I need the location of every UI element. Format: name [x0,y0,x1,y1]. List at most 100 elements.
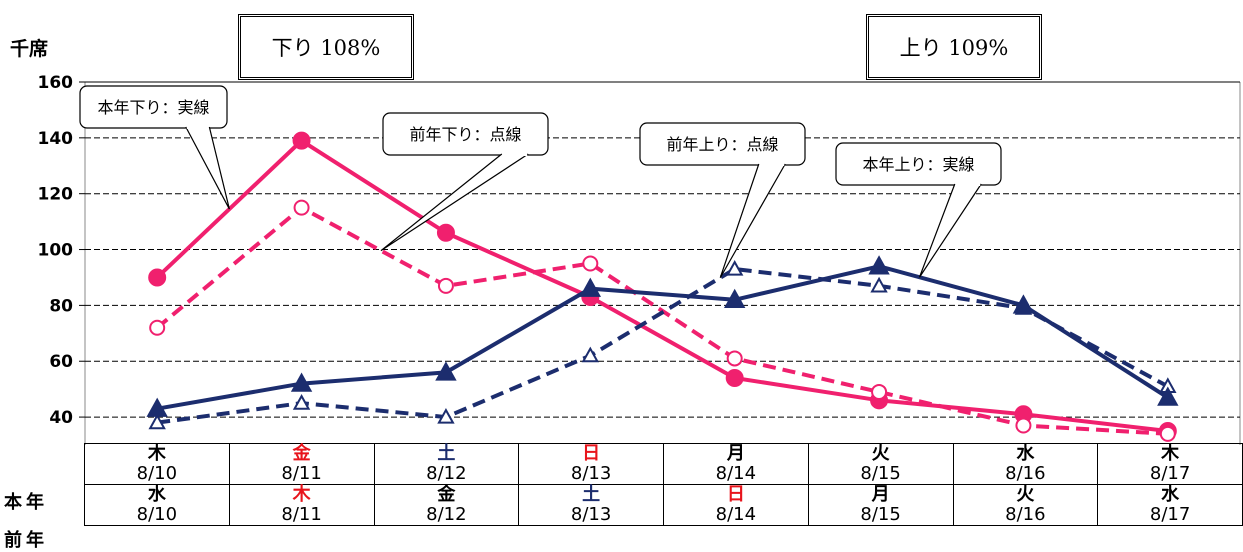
date: 8/10 [136,504,178,525]
data-point [1159,425,1176,442]
callout-box [835,142,1002,186]
y-tick-label: 100 [38,241,74,261]
current-year-day-cell: 土 8/12 [373,443,520,485]
series-line-3 [156,264,1169,411]
data-point [582,255,599,272]
callout-text: 前年上り：点線 [666,135,778,154]
data-point [871,383,888,400]
current-year-day-cell: 金 8/11 [228,443,375,485]
date: 8/17 [1149,463,1191,484]
data-point [1015,417,1032,434]
data-point [292,394,311,410]
y-tick-label: 40 [49,408,73,428]
data-point [149,319,166,336]
previous-year-day-cell: 土 8/13 [518,484,664,526]
previous-year-day-cell: 水 8/10 [84,484,230,526]
weekday: 月 [726,443,745,464]
weekday: 火 [1016,484,1035,505]
weekday: 水 [1016,443,1035,464]
data-point [148,268,167,287]
y-axis: 40 60 80 100 120 140 160 [38,73,85,428]
current-year-day-cell: 月 8/14 [663,443,809,485]
date: 8/11 [281,504,322,525]
y-tick-label: 160 [38,73,74,93]
date: 8/12 [426,463,467,484]
data-point [725,368,744,387]
previous-year-day-cell: 水 8/17 [1097,484,1243,526]
current-year-day-cell: 木 8/10 [84,443,230,485]
weekday: 木 [147,443,166,464]
date: 8/16 [1005,463,1046,484]
weekday: 木 [1161,443,1180,464]
date: 8/17 [1149,504,1191,525]
weekday: 日 [726,484,745,505]
data-point [293,199,310,216]
weekday: 日 [582,443,601,464]
gridlines [84,81,1241,445]
previous-year-day-cell: 日 8/14 [663,484,809,526]
data-point [1012,294,1035,314]
series-line-1 [155,205,1168,436]
current-year-day-cell: 水 8/16 [952,443,1099,485]
callout-pointer [918,183,982,278]
series-line-2 [156,267,1169,425]
data-point [292,131,311,150]
data-point [581,346,600,363]
current-year-day-cell: 木 8/17 [1097,443,1243,485]
y-tick-label: 80 [49,296,73,316]
weekday: 月 [871,484,890,505]
current-year-day-cell: 火 8/15 [807,443,954,485]
data-point [437,408,455,424]
callout-pointer [719,163,786,279]
data-point [579,277,602,297]
previous-year-row: 水 8/10 木 8/11 金 8/12 土 8/13 日 8/14 月 8/15 火 8/16 水 8/17 [84,484,1243,526]
callout-pointer [185,126,230,210]
weekday: 金 [437,484,456,505]
data-point [1157,386,1179,406]
data-point [723,288,746,308]
callout: 前年下り：点線 [380,112,549,252]
callout: 前年上り：点線 [639,122,806,279]
weekday: 木 [292,484,311,505]
callout-text: 本年上り：実線 [862,155,974,174]
date: 8/13 [570,504,612,525]
callout-pointer [380,153,529,252]
current-year-day-cell: 日 8/13 [518,443,664,485]
row-label-previous-year: 前年 [4,530,48,551]
data-point [870,276,888,293]
data-point [146,397,168,417]
callout: 本年下り：実線 [79,85,230,210]
down-ratio-box: 下り 108% [238,14,414,80]
weekday: 金 [292,443,311,464]
y-tick-label: 60 [49,352,73,372]
callout-text: 前年下り：点線 [409,125,521,144]
current-year-row: 木 8/10 金 8/11 土 8/12 日 8/13 月 8/14 火 8/15 水 8/16 木 8/17 [84,443,1243,485]
y-tick-label: 140 [38,129,74,149]
weekday: 土 [582,484,601,505]
data-point [290,372,313,392]
date-table: 木 8/10 金 8/11 土 8/12 日 8/13 月 8/14 火 8/15 水 8/16 木 8/17… [84,443,1243,526]
date: 8/15 [860,504,901,525]
data-point [725,260,744,276]
series-line-0 [155,138,1169,434]
row-label-current-year: 本年 [4,492,48,513]
date: 8/11 [281,463,322,484]
weekday: 土 [437,443,456,464]
previous-year-day-cell: 月 8/15 [807,484,954,526]
callout: 本年上り：実線 [835,142,1002,278]
callout-text: 本年下り：実線 [97,98,209,117]
y-tick-label: 120 [38,185,74,205]
weekday: 火 [871,443,890,464]
weekday: 水 [1161,484,1180,505]
data-point [868,255,890,275]
previous-year-day-cell: 金 8/12 [373,484,520,526]
up-ratio-box: 上り 109% [866,14,1042,80]
date: 8/14 [715,463,757,484]
date: 8/16 [1005,504,1046,525]
callout-box [639,122,806,166]
callout-box [382,112,549,156]
date: 8/12 [426,504,467,525]
data-point [726,350,743,367]
data-point [436,223,455,242]
